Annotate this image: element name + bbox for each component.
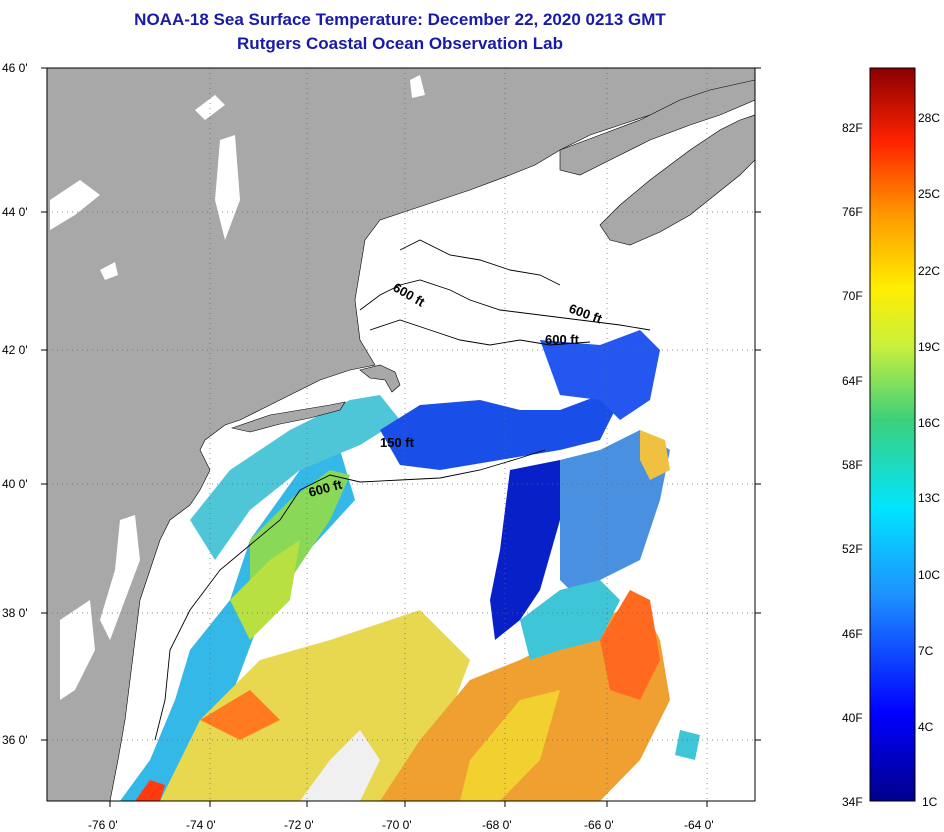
colorbar-c-label: 1C <box>922 795 938 809</box>
colorbar-c-label: 25C <box>918 187 941 201</box>
colorbar-f-label: 40F <box>842 711 863 725</box>
colorbar-f-label: 64F <box>842 374 863 388</box>
colorbar-f-label: 70F <box>842 289 863 303</box>
colorbar-f-label: 76F <box>842 205 863 219</box>
colorbar-c-label: 28C <box>918 111 941 125</box>
tick-marks <box>41 67 761 807</box>
lon-tick-label: -64 0' <box>684 818 714 832</box>
lat-tick-label: 40 0' <box>2 477 28 491</box>
lon-tick-label: -68 0' <box>482 818 512 832</box>
colorbar-c-label: 7C <box>918 644 934 658</box>
colorbar-c-label: 22C <box>918 264 941 278</box>
colorbar-f-label: 34F <box>842 795 863 809</box>
lat-tick-label: 38 0' <box>2 606 28 620</box>
map-frame <box>46 67 756 802</box>
lon-tick-label: -70 0' <box>382 818 412 832</box>
colorbar-c-label: 10C <box>918 568 941 582</box>
lat-tick-label: 46 0' <box>2 61 28 75</box>
lon-tick-label: -76 0' <box>88 818 118 832</box>
colorbar-f-label: 52F <box>842 542 863 556</box>
map-title: NOAA-18 Sea Surface Temperature: Decembe… <box>134 10 666 29</box>
colorbar-c-label: 16C <box>918 416 941 430</box>
gridlines <box>47 68 755 801</box>
sst-data <box>120 330 700 801</box>
colorbar <box>869 67 916 802</box>
contour-label: 600 ft <box>545 332 580 347</box>
lon-tick-label: -72 0' <box>284 818 314 832</box>
colorbar-f-label: 82F <box>842 121 863 135</box>
lat-tick-label: 36 0' <box>2 733 28 747</box>
land <box>47 68 755 801</box>
lon-tick-label: -74 0' <box>186 818 216 832</box>
lon-tick-label: -66 0' <box>584 818 614 832</box>
colorbar-f-label: 46F <box>842 627 863 641</box>
lat-tick-label: 44 0' <box>2 205 28 219</box>
bathymetry-contours <box>154 239 651 741</box>
colorbar-c-label: 19C <box>918 340 941 354</box>
contour-label: 150 ft <box>380 435 415 450</box>
colorbar-f-label: 58F <box>842 458 863 472</box>
lat-tick-label: 42 0' <box>2 343 28 357</box>
inland-water <box>50 75 425 700</box>
map-subtitle: Rutgers Coastal Ocean Observation Lab <box>237 34 563 53</box>
colorbar-c-label: 13C <box>918 491 941 505</box>
colorbar-c-label: 4C <box>918 720 934 734</box>
